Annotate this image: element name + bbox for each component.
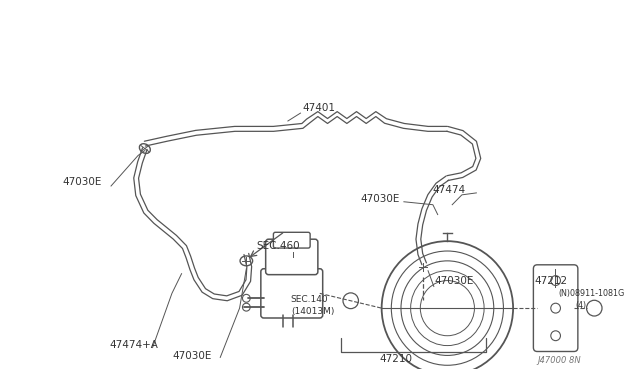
Circle shape: [551, 331, 561, 341]
Text: 47030E: 47030E: [435, 276, 474, 286]
Circle shape: [551, 276, 561, 285]
FancyBboxPatch shape: [266, 239, 318, 275]
Text: SEC.460: SEC.460: [256, 241, 300, 251]
Text: (14013M): (14013M): [291, 307, 334, 316]
FancyBboxPatch shape: [533, 265, 578, 352]
Text: SEC.140: SEC.140: [291, 295, 328, 304]
Text: 47212: 47212: [534, 276, 568, 286]
Text: 47210: 47210: [380, 354, 413, 364]
Circle shape: [551, 303, 561, 313]
Circle shape: [381, 241, 513, 372]
Text: 47030E: 47030E: [173, 352, 212, 361]
Ellipse shape: [140, 144, 150, 153]
Text: J47000 8N: J47000 8N: [537, 356, 580, 365]
Circle shape: [343, 293, 358, 309]
Text: 47030E: 47030E: [360, 194, 400, 204]
Circle shape: [243, 303, 250, 311]
Circle shape: [586, 300, 602, 316]
Ellipse shape: [240, 256, 253, 266]
Text: 47474+A: 47474+A: [109, 340, 158, 350]
Text: (4): (4): [575, 301, 586, 310]
Circle shape: [243, 294, 250, 302]
Text: 47474: 47474: [433, 185, 466, 195]
FancyBboxPatch shape: [261, 269, 323, 318]
FancyBboxPatch shape: [273, 232, 310, 248]
Text: 47401: 47401: [302, 103, 335, 113]
Text: 47030E: 47030E: [63, 177, 102, 187]
Text: (N)08911-1081G: (N)08911-1081G: [559, 289, 625, 298]
Ellipse shape: [417, 262, 429, 272]
